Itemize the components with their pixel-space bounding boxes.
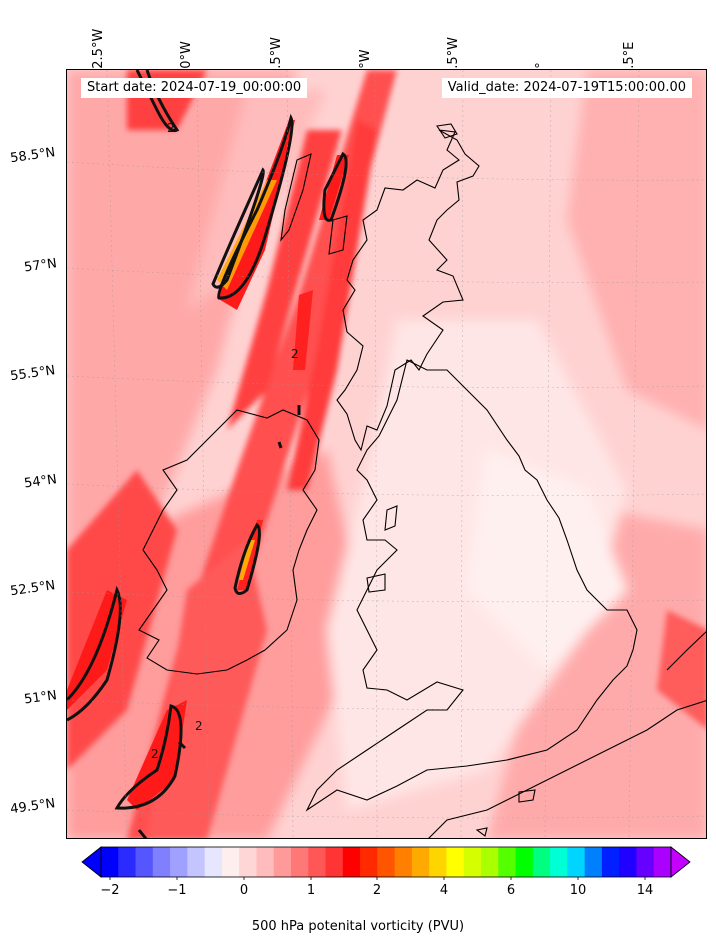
colorbar xyxy=(81,846,691,880)
colorbar-swatch xyxy=(291,847,309,877)
colorbar-outline xyxy=(100,846,672,878)
colorbar-swatch xyxy=(619,847,638,877)
coastlines xyxy=(138,123,706,838)
colorbar-swatch xyxy=(429,847,448,877)
colorbar-swatch xyxy=(567,847,586,877)
colorbar-label: 500 hPa potenital vorticity (PVU) xyxy=(251,919,465,934)
colorbar-swatch xyxy=(584,847,603,877)
lat-label-51n: 51°N xyxy=(23,688,58,708)
graticule xyxy=(67,70,706,838)
colorbar-swatch xyxy=(256,847,275,877)
cb-tick-14: 14 xyxy=(636,883,654,898)
lat-label-58.5n: 58.5°N xyxy=(9,145,57,167)
lat-label-55.5n: 55.5°N xyxy=(9,363,57,385)
map-panel[interactable]: 2 2 2 2 xyxy=(66,69,707,839)
colorbar-swatch xyxy=(325,847,344,877)
colorbar-swatch xyxy=(498,847,517,877)
colorbar-swatch xyxy=(653,847,672,877)
cb-tick-1: 1 xyxy=(306,883,316,898)
lat-label-49.5n: 49.5°N xyxy=(9,796,57,818)
colorbar-swatch xyxy=(463,847,482,877)
coastline-great-britain xyxy=(336,129,480,452)
colorbar-swatch xyxy=(532,847,551,877)
colorbar-swatch xyxy=(273,847,292,877)
contour-label-2: 2 xyxy=(291,347,299,361)
colorbar-swatch xyxy=(601,847,620,877)
colorbar-swatch xyxy=(636,847,655,877)
colorbar-swatch xyxy=(101,847,119,877)
colorbar-swatch xyxy=(360,847,378,877)
pv-2-contours xyxy=(67,70,348,838)
colorbar-swatch xyxy=(481,847,499,877)
colorbar-swatch xyxy=(204,847,223,877)
cb-tick-6: 6 xyxy=(506,883,516,898)
pv-high-band xyxy=(67,70,706,838)
colorbar-swatch xyxy=(550,847,568,877)
lat-label-57n: 57°N xyxy=(23,256,58,276)
start-date-label: Start date: 2024-07-19_00:00:00 xyxy=(81,78,308,98)
coastline-ireland xyxy=(138,409,320,675)
colorbar-swatch xyxy=(170,847,188,877)
cb-tick-10: 10 xyxy=(569,883,587,898)
cb-tick-4: 4 xyxy=(439,883,449,898)
contour-labels: 2 2 2 2 xyxy=(151,121,299,761)
colorbar-swatches xyxy=(101,847,672,877)
colorbar-min-extend xyxy=(81,846,102,878)
colorbar-swatch xyxy=(342,847,361,877)
cb-tick-minus-1: −1 xyxy=(167,883,187,898)
colorbar-swatch xyxy=(118,847,137,877)
cb-tick-2: 2 xyxy=(372,883,382,898)
colorbar-swatch xyxy=(515,847,534,877)
colorbar-max-extend xyxy=(670,846,691,878)
pv-map: 2 2 2 2 xyxy=(67,70,706,838)
colorbar-swatch xyxy=(377,847,396,877)
colorbar-swatch xyxy=(135,847,154,877)
coastline-france xyxy=(428,700,706,838)
colorbar-swatch xyxy=(239,847,258,877)
colorbar-tick-marks xyxy=(109,877,646,880)
lat-label-52.5n: 52.5°N xyxy=(9,578,57,600)
contour-label-4: 2 xyxy=(195,719,203,733)
colorbar-swatch xyxy=(308,847,327,877)
colorbar-swatch xyxy=(394,847,413,877)
lat-label-54n: 54°N xyxy=(23,472,58,492)
valid-date-label: Valid_date: 2024-07-19T15:00:00.00 xyxy=(441,78,692,98)
cb-tick-minus-2: −2 xyxy=(100,883,120,898)
colorbar-swatch xyxy=(152,847,171,877)
contour-label-3: 2 xyxy=(151,747,159,761)
colorbar-swatch xyxy=(411,847,430,877)
colorbar-swatch xyxy=(446,847,465,877)
colorbar-swatch xyxy=(187,847,206,877)
cb-tick-0: 0 xyxy=(239,883,249,898)
contour-label-1: 2 xyxy=(167,121,175,135)
colorbar-swatch xyxy=(221,847,240,877)
